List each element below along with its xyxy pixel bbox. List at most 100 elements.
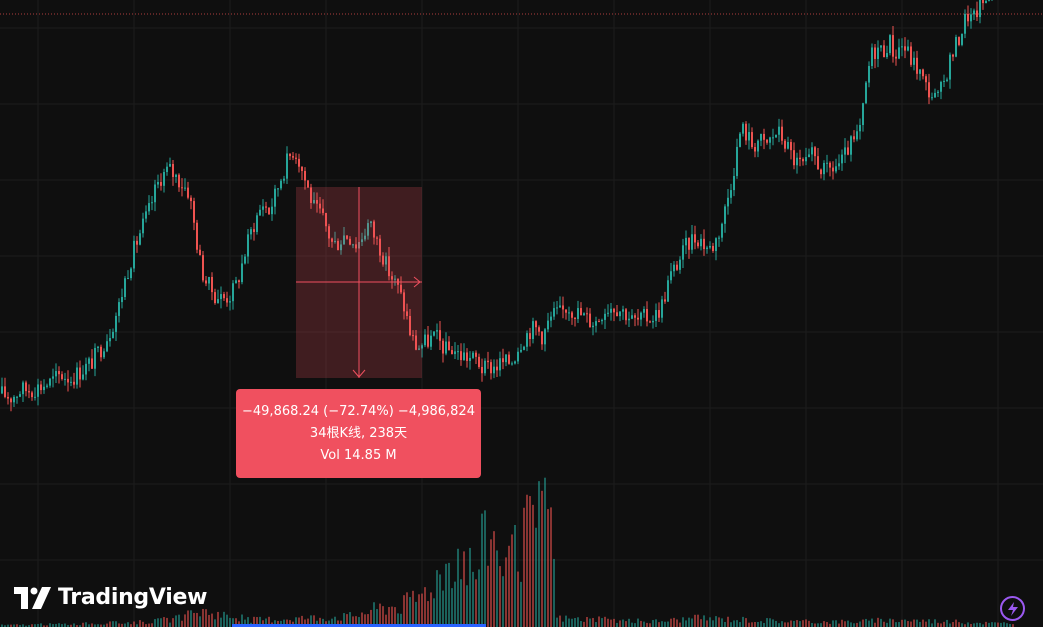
volume-bar [343, 613, 345, 627]
candle-body [718, 237, 720, 239]
candle-body [661, 299, 663, 318]
volume-bar [136, 624, 138, 627]
candle-body [652, 320, 654, 323]
volume-bar [583, 621, 585, 627]
volume-bar [751, 622, 753, 627]
candle-body [319, 203, 321, 209]
volume-bar [514, 524, 516, 627]
volume-bar [571, 618, 573, 627]
volume-bar [454, 581, 456, 627]
candle-body [541, 331, 543, 345]
candle-body [133, 240, 135, 269]
candle-body [958, 37, 960, 45]
timeline-scroll-indicator[interactable] [232, 624, 486, 627]
candle-body [445, 341, 447, 354]
candle-body [538, 327, 540, 332]
candle-body [49, 378, 51, 386]
volume-bar [853, 623, 855, 627]
volume-bar [559, 615, 561, 627]
volume-bar [895, 622, 897, 627]
volume-bar [88, 624, 90, 627]
volume-bar [523, 507, 525, 627]
volume-bar [784, 622, 786, 627]
volume-bar [700, 619, 702, 627]
candle-body [163, 172, 165, 186]
volume-bar [967, 622, 969, 627]
volume-bar [487, 565, 489, 627]
candle-body [961, 33, 963, 45]
candle-body [868, 66, 870, 83]
candle-body [607, 312, 609, 314]
volume-bar [985, 621, 987, 627]
lightning-button[interactable] [1000, 596, 1025, 621]
lightning-bolt-icon [1007, 601, 1018, 616]
volume-bar [409, 597, 411, 627]
volume-bar [79, 625, 81, 627]
tradingview-logo[interactable]: TradingView [14, 585, 207, 610]
candle-body [1, 386, 3, 394]
candle-body [679, 259, 681, 270]
volume-bar [844, 621, 846, 627]
candle-body [832, 167, 834, 172]
volume-bar [904, 619, 906, 627]
candle-body [673, 264, 675, 272]
candle-body [583, 313, 585, 316]
candle-body [706, 247, 708, 250]
candle-body [97, 346, 99, 348]
candle-body [205, 280, 207, 284]
candle-body [898, 47, 900, 59]
candle-body [535, 321, 537, 328]
candle-body [481, 366, 483, 374]
candle-body [448, 341, 450, 351]
candle-body [172, 163, 174, 177]
volume-bar [334, 616, 336, 627]
candle-body [400, 284, 402, 293]
volume-bar [937, 622, 939, 627]
volume-bar [388, 607, 390, 627]
volume-bar [304, 619, 306, 627]
volume-bar [262, 620, 264, 627]
volume-bar [391, 606, 393, 627]
volume-bar [73, 623, 75, 627]
candle-body [406, 311, 408, 316]
volume-bar [289, 620, 291, 627]
volume-bar [535, 527, 537, 627]
volume-bar [208, 614, 210, 627]
candle-body [46, 385, 48, 387]
candle-body [466, 352, 468, 361]
volume-bar [400, 613, 402, 627]
candle-body [82, 374, 84, 380]
candle-body [796, 157, 798, 166]
volume-bar [154, 619, 156, 627]
candle-body [637, 317, 639, 320]
candle-body [235, 280, 237, 284]
volume-bar [565, 615, 567, 627]
candle-body [985, 0, 987, 4]
candle-body [496, 366, 498, 371]
volume-bar [379, 603, 381, 627]
candle-body [283, 178, 285, 181]
candle-body [289, 153, 291, 157]
candle-body [601, 319, 603, 322]
candle-body [658, 310, 660, 318]
candle-body [697, 242, 699, 247]
volume-bar [952, 622, 954, 627]
candle-body [688, 237, 690, 250]
volume-bar [349, 612, 351, 627]
volume-bar [835, 620, 837, 627]
candle-body [136, 240, 138, 245]
volume-bar [511, 534, 513, 627]
candle-body [13, 396, 15, 403]
candle-body [952, 54, 954, 57]
candle-body [94, 347, 96, 369]
volume-bar [184, 614, 186, 627]
volume-bar [328, 620, 330, 627]
candle-body [586, 313, 588, 315]
candle-body [943, 80, 945, 82]
measure-tool[interactable] [296, 187, 422, 378]
volume-bar [958, 622, 960, 627]
volume-bar [166, 617, 168, 627]
candle-body [571, 312, 573, 318]
candle-body [976, 10, 978, 18]
